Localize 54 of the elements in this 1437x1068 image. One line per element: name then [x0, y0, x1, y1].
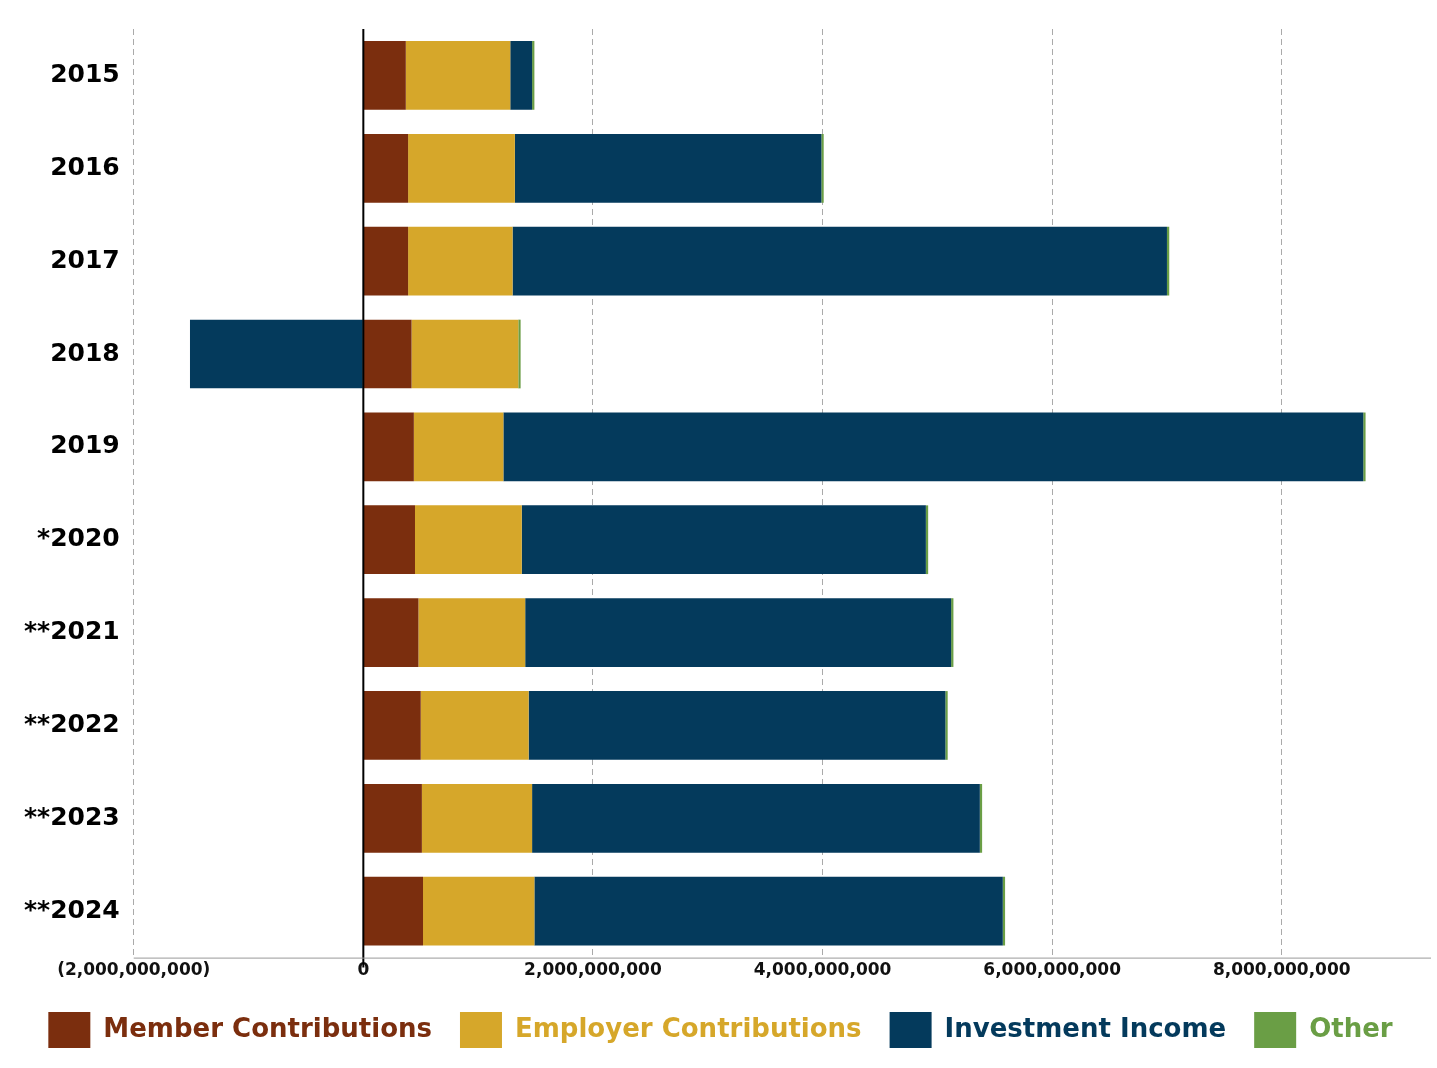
y-tick-label: 2018	[50, 337, 120, 367]
legend-label: Investment Income	[944, 1012, 1227, 1043]
y-tick-label: 2017	[50, 244, 120, 274]
bar	[363, 505, 415, 575]
bar	[421, 783, 533, 853]
bar	[363, 691, 421, 760]
y-tick-label: 2019	[50, 430, 120, 460]
bar	[510, 41, 533, 110]
bar	[189, 319, 363, 389]
bar	[363, 412, 414, 482]
y-tick-label: 2016	[50, 151, 120, 181]
bar	[521, 505, 926, 575]
legend-label: Member Contributions	[103, 1012, 432, 1043]
x-tick-label: 2,000,000,000	[524, 959, 662, 980]
y-tick-label: **2022	[23, 708, 120, 738]
x-tick-label: 4,000,000,000	[753, 959, 892, 980]
y-tick-label: **2021	[23, 616, 120, 646]
bar	[413, 412, 504, 482]
legend-label: Other	[1309, 1012, 1393, 1043]
bar	[945, 691, 948, 760]
legend-label: Employer Contributions	[514, 1012, 862, 1043]
x-tick-label: 8,000,000,000	[1212, 959, 1351, 980]
bar	[363, 41, 406, 110]
bar	[512, 226, 1167, 296]
y-tick-label: **2023	[23, 801, 120, 831]
bar	[518, 319, 521, 389]
bar	[363, 783, 422, 853]
bar	[411, 319, 519, 389]
bar	[528, 691, 946, 760]
bar	[408, 226, 513, 296]
bar	[363, 226, 409, 296]
bar	[408, 133, 515, 203]
bar	[821, 133, 824, 203]
bar	[363, 319, 412, 389]
y-tick-label: **2024	[23, 894, 120, 924]
bar	[420, 691, 529, 760]
x-tick-label: (2,000,000,000)	[57, 959, 211, 980]
bar	[532, 783, 980, 853]
y-tick-label: 2015	[50, 58, 120, 88]
x-tick-label: 0	[357, 959, 370, 980]
bar	[405, 41, 511, 110]
bar	[514, 133, 822, 203]
bar	[503, 412, 1364, 482]
bar	[423, 876, 535, 946]
x-tick-label: 6,000,000,000	[983, 959, 1122, 980]
bar	[363, 598, 419, 667]
bar	[415, 505, 522, 575]
bar	[363, 876, 424, 946]
y-tick-label: *2020	[37, 523, 120, 553]
bar	[363, 133, 409, 203]
bar	[534, 876, 1003, 946]
bar	[418, 598, 526, 667]
bar	[525, 598, 952, 667]
bar	[1363, 412, 1366, 482]
